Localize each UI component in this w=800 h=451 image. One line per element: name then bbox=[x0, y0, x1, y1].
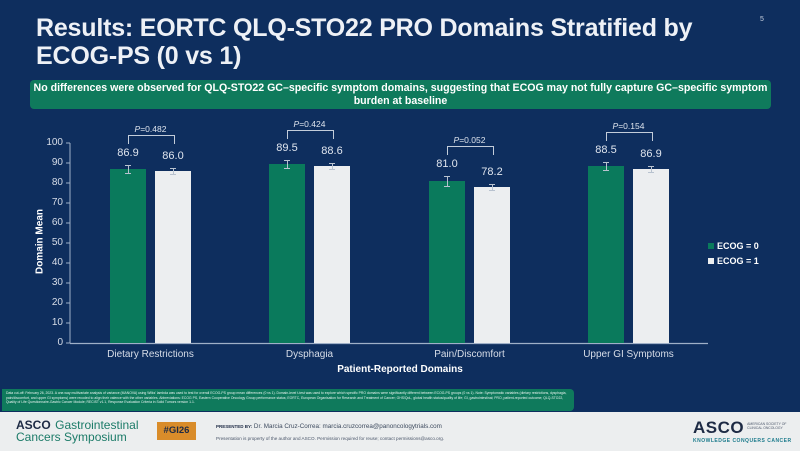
error-bar-cap bbox=[603, 170, 609, 171]
page-number: 5 bbox=[760, 16, 764, 23]
y-tick-label: 70 bbox=[51, 197, 63, 208]
p-value-label: P=0.052 bbox=[453, 135, 486, 145]
error-bar bbox=[606, 162, 607, 170]
error-bar bbox=[287, 160, 288, 168]
y-tick-label: 10 bbox=[51, 317, 63, 328]
p-value-label: P=0.482 bbox=[134, 124, 167, 135]
legend-swatch-white bbox=[708, 257, 714, 264]
asco-wordmark: ASCO bbox=[693, 418, 745, 437]
error-bar bbox=[128, 165, 129, 174]
presented-by-label: PRESENTED BY: bbox=[216, 424, 253, 429]
bar-ecog-1 bbox=[474, 186, 510, 343]
y-tick-label: 80 bbox=[51, 177, 63, 188]
legend-label: ECOG = 1 bbox=[717, 255, 759, 266]
y-tick-label: 20 bbox=[51, 297, 63, 308]
error-bar-cap bbox=[489, 183, 495, 185]
x-category-label: Pain/Discomfort bbox=[434, 349, 505, 360]
error-bar-cap bbox=[170, 174, 176, 175]
bar-value-label: 86.9 bbox=[640, 148, 662, 161]
legend-swatch-green bbox=[708, 242, 714, 249]
y-tick-label: 50 bbox=[51, 237, 63, 248]
y-tick-label: 40 bbox=[51, 257, 63, 268]
bar-value-label: 78.2 bbox=[481, 165, 503, 178]
footer: ASCO Gastrointestinal Cancers Symposium … bbox=[0, 412, 800, 451]
significance-bracket bbox=[606, 132, 653, 141]
error-bar-cap bbox=[444, 176, 450, 177]
error-bar-cap bbox=[648, 172, 654, 174]
error-bar-cap bbox=[329, 162, 335, 164]
slide: Results: EORTC QLQ-STO22 PRO Domains Str… bbox=[2, 14, 771, 411]
legend-item-ecog-0: ECOG = 0 bbox=[708, 238, 759, 253]
property-notice: Presentation is property of the author a… bbox=[216, 436, 445, 441]
bar-ecog-0 bbox=[588, 166, 624, 343]
chart-legend: ECOG = 0 ECOG = 1 bbox=[708, 238, 759, 268]
presenter-info: PRESENTED BY: Dr. Marcia Cruz-Correa: ma… bbox=[216, 423, 442, 430]
significance-bracket bbox=[447, 146, 494, 155]
y-tick-label: 90 bbox=[51, 157, 63, 168]
y-tick-label: 100 bbox=[46, 137, 63, 148]
error-bar-cap bbox=[125, 165, 131, 167]
p-value-label: P=0.424 bbox=[293, 119, 326, 129]
chart-axes bbox=[66, 142, 708, 345]
y-tick-label: 30 bbox=[51, 277, 63, 288]
error-bar bbox=[492, 183, 493, 190]
asco-logo: ASCO AMERICAN SOCIETY OF CLINICAL ONCOLOG… bbox=[693, 419, 792, 444]
error-bar-cap bbox=[284, 168, 290, 169]
bar-ecog-1 bbox=[633, 169, 669, 343]
key-finding-banner: No differences were observed for QLQ-STO… bbox=[30, 80, 771, 109]
error-bar bbox=[447, 176, 448, 186]
bar-value-label: 86.9 bbox=[117, 147, 139, 160]
bar-chart: Domain Mean Patient-Reported Domains 0 10… bbox=[35, 119, 759, 375]
legend-label: ECOG = 0 bbox=[717, 240, 759, 251]
y-tick-label: 0 bbox=[57, 337, 63, 348]
legend-item-ecog-1: ECOG = 1 bbox=[708, 253, 759, 268]
error-bar-cap bbox=[125, 173, 131, 175]
significance-bracket bbox=[287, 130, 334, 139]
error-bar-cap bbox=[489, 189, 495, 191]
hashtag-badge: #GI26 bbox=[157, 422, 196, 440]
gi-symposium-logo: ASCO Gastrointestinal Cancers Symposium bbox=[16, 419, 139, 443]
bar-value-label: 81.0 bbox=[436, 158, 458, 170]
bar-value-label: 86.0 bbox=[162, 150, 184, 162]
error-bar bbox=[173, 168, 174, 174]
x-category-label: Upper GI Symptoms bbox=[583, 349, 674, 360]
asco-tagline: KNOWLEDGE CONQUERS CANCER bbox=[693, 438, 792, 444]
bar-ecog-0 bbox=[269, 164, 305, 343]
slide-title: Results: EORTC QLQ-STO22 PRO Domains Str… bbox=[36, 14, 693, 70]
bar-value-label: 89.5 bbox=[276, 142, 298, 154]
error-bar-cap bbox=[284, 160, 290, 161]
y-tick-label: 60 bbox=[51, 217, 63, 228]
logo-asco-text: ASCO bbox=[16, 418, 51, 432]
error-bar-cap bbox=[170, 168, 176, 169]
asco-org-name: AMERICAN SOCIETY OF CLINICAL ONCOLOGY bbox=[747, 422, 787, 430]
bar-ecog-0 bbox=[429, 181, 465, 343]
logo-line1: Gastrointestinal bbox=[55, 418, 139, 432]
error-bar-cap bbox=[329, 168, 335, 170]
presenter-text: Dr. Marcia Cruz-Correa: marcia.cruzcorre… bbox=[253, 423, 442, 430]
bar-ecog-0 bbox=[110, 169, 146, 343]
logo-line2: Cancers Symposium bbox=[16, 430, 127, 444]
error-bar bbox=[651, 166, 652, 173]
bar-value-label: 88.6 bbox=[321, 144, 343, 157]
x-axis-label: Patient-Reported Domains bbox=[337, 364, 463, 375]
x-category-label: Dietary Restrictions bbox=[107, 349, 194, 360]
error-bar bbox=[332, 162, 333, 169]
bar-value-label: 88.5 bbox=[595, 144, 617, 156]
error-bar-cap bbox=[444, 186, 450, 187]
footnote: Data cut-off: February 26, 2023. A one-w… bbox=[2, 389, 574, 411]
significance-bracket bbox=[128, 135, 175, 145]
bar-ecog-1 bbox=[155, 171, 191, 343]
p-value-label: P=0.154 bbox=[612, 121, 645, 131]
error-bar-cap bbox=[648, 166, 654, 168]
bar-ecog-1 bbox=[314, 165, 350, 343]
error-bar-cap bbox=[603, 162, 609, 163]
x-category-label: Dysphagia bbox=[285, 349, 334, 360]
